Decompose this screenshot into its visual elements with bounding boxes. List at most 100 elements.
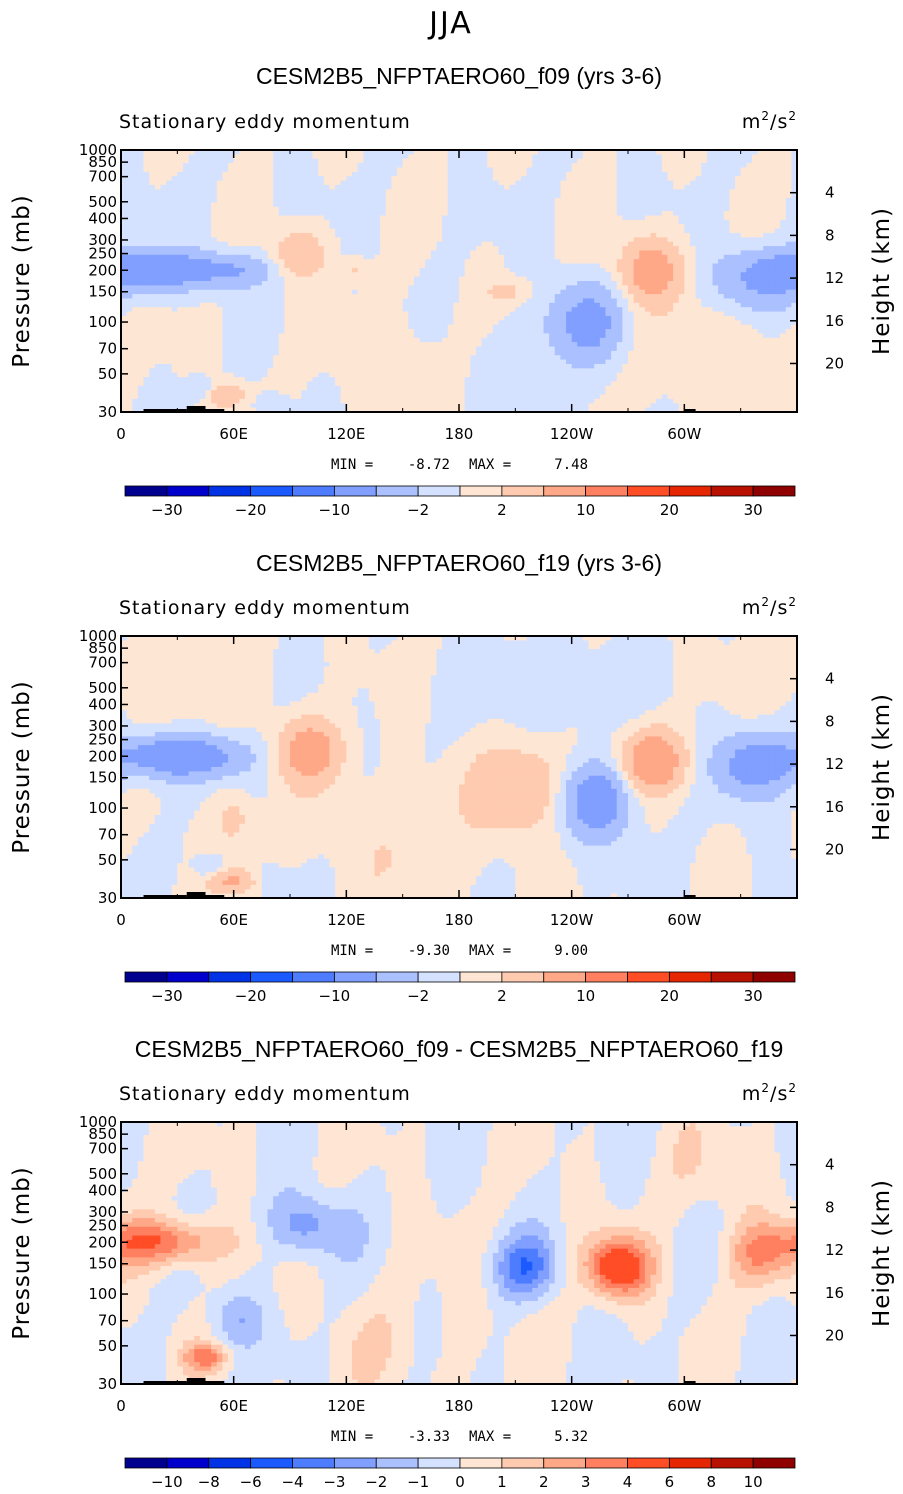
field-cell bbox=[149, 302, 156, 308]
field-cell bbox=[504, 150, 511, 155]
field-cell bbox=[199, 241, 207, 247]
field-cell bbox=[171, 263, 178, 269]
field-cell bbox=[216, 237, 223, 243]
field-cell bbox=[560, 311, 567, 317]
field-cell bbox=[746, 184, 753, 190]
field-cell bbox=[673, 232, 680, 238]
field-cell bbox=[712, 167, 719, 173]
field-cell bbox=[278, 158, 285, 164]
field-cell bbox=[532, 184, 539, 190]
field-cell bbox=[785, 232, 792, 238]
field-cell bbox=[244, 263, 252, 269]
field-cell bbox=[622, 167, 629, 173]
field-cell bbox=[126, 254, 133, 260]
field-cell bbox=[239, 154, 246, 160]
field-cell bbox=[312, 180, 319, 186]
field-cell bbox=[453, 315, 460, 321]
field-cell bbox=[368, 202, 376, 208]
field-cell bbox=[650, 289, 657, 295]
field-cell bbox=[526, 154, 533, 160]
field-cell bbox=[194, 176, 201, 182]
field-cell bbox=[267, 167, 274, 173]
field-cell bbox=[780, 171, 787, 177]
field-cell bbox=[447, 329, 454, 334]
field-cell bbox=[149, 241, 156, 247]
field-cell bbox=[549, 315, 556, 321]
field-cell bbox=[554, 171, 561, 177]
field-cell bbox=[318, 320, 325, 326]
field-cell bbox=[616, 176, 623, 182]
field-cell bbox=[318, 294, 325, 300]
field-cell bbox=[661, 193, 669, 199]
field-cell bbox=[239, 163, 246, 169]
field-cell bbox=[543, 184, 550, 190]
field-cell bbox=[205, 150, 212, 155]
field-cell bbox=[757, 184, 764, 190]
field-cell bbox=[785, 237, 792, 243]
field-cell bbox=[729, 211, 736, 217]
field-cell bbox=[599, 254, 607, 260]
field-cell bbox=[340, 276, 347, 282]
field-cell bbox=[273, 302, 280, 308]
field-cell bbox=[464, 285, 471, 291]
field-cell bbox=[385, 254, 392, 260]
field-cell bbox=[678, 285, 685, 291]
field-cell bbox=[250, 198, 257, 203]
field-cell bbox=[132, 259, 139, 265]
field-cell bbox=[154, 219, 162, 225]
field-cell bbox=[323, 294, 331, 300]
field-cell bbox=[746, 289, 753, 295]
field-cell bbox=[154, 184, 162, 190]
field-cell bbox=[757, 167, 764, 173]
field-cell bbox=[340, 272, 347, 278]
field-cell bbox=[560, 184, 567, 190]
field-cell bbox=[791, 302, 797, 308]
field-cell bbox=[475, 267, 483, 273]
field-cell bbox=[222, 241, 229, 247]
field-cell bbox=[284, 329, 291, 334]
field-cell bbox=[425, 167, 432, 173]
field-cell bbox=[520, 250, 528, 256]
field-cell bbox=[712, 324, 719, 330]
field-cell bbox=[549, 193, 556, 199]
field-cell bbox=[267, 158, 274, 164]
field-cell bbox=[284, 232, 291, 238]
field-cell bbox=[447, 167, 454, 173]
field-cell bbox=[763, 267, 770, 273]
field-cell bbox=[301, 254, 308, 260]
field-cell bbox=[121, 202, 128, 208]
field-cell bbox=[419, 329, 426, 334]
field-cell bbox=[244, 180, 252, 186]
field-cell bbox=[785, 219, 792, 225]
field-cell bbox=[577, 302, 584, 308]
field-cell bbox=[340, 281, 347, 286]
field-cell bbox=[182, 232, 190, 238]
field-cell bbox=[791, 237, 797, 243]
field-cell bbox=[498, 263, 505, 269]
field-cell bbox=[774, 311, 781, 317]
field-cell bbox=[740, 267, 747, 273]
field-cell bbox=[554, 250, 561, 256]
field-cell bbox=[515, 254, 522, 260]
field-cell bbox=[273, 237, 280, 243]
field-cell bbox=[644, 307, 652, 313]
field-cell bbox=[295, 311, 302, 317]
field-cell bbox=[639, 158, 646, 164]
field-cell bbox=[447, 219, 454, 225]
field-cell bbox=[278, 193, 285, 199]
field-cell bbox=[678, 219, 685, 225]
field-cell bbox=[329, 206, 336, 212]
field-cell bbox=[199, 154, 207, 160]
field-cell bbox=[380, 311, 387, 317]
field-cell bbox=[267, 267, 274, 273]
field-cell bbox=[284, 180, 291, 186]
field-cell bbox=[335, 289, 342, 295]
field-cell bbox=[656, 267, 663, 273]
field-cell bbox=[599, 154, 607, 160]
field-cell bbox=[267, 272, 274, 278]
field-cell bbox=[628, 307, 635, 313]
field-cell bbox=[571, 206, 578, 212]
field-cell bbox=[250, 254, 257, 260]
field-cell bbox=[746, 311, 753, 317]
field-cell bbox=[611, 298, 618, 304]
